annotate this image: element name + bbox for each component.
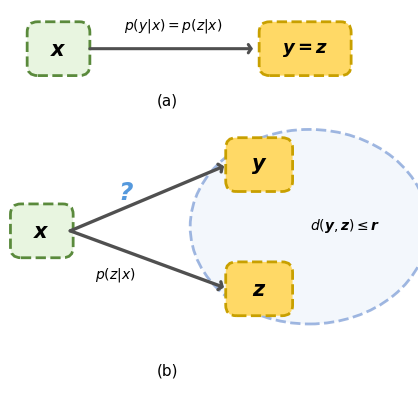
Text: $d(\boldsymbol{y}, \boldsymbol{z}) \leq \boldsymbol{r}$: $d(\boldsymbol{y}, \boldsymbol{z}) \leq … (310, 216, 380, 234)
Text: (b): (b) (156, 362, 178, 377)
Text: ?: ? (118, 180, 133, 204)
FancyBboxPatch shape (226, 262, 293, 316)
FancyBboxPatch shape (226, 138, 293, 192)
Text: $p(y|x) = p(z|x)$: $p(y|x) = p(z|x)$ (124, 17, 223, 35)
Ellipse shape (190, 130, 418, 324)
Text: $\boldsymbol{z}$: $\boldsymbol{z}$ (252, 279, 266, 299)
Text: $\boldsymbol{y}$: $\boldsymbol{y}$ (251, 155, 268, 175)
FancyBboxPatch shape (27, 23, 90, 76)
FancyBboxPatch shape (10, 204, 73, 258)
Text: $\boldsymbol{x}$: $\boldsymbol{x}$ (50, 40, 67, 59)
Text: $\boldsymbol{y=z}$: $\boldsymbol{y=z}$ (282, 40, 328, 59)
FancyBboxPatch shape (259, 23, 351, 76)
Text: (a): (a) (157, 94, 178, 109)
Text: $p(z|x)$: $p(z|x)$ (94, 266, 135, 284)
Text: $\boldsymbol{x}$: $\boldsymbol{x}$ (33, 221, 50, 241)
